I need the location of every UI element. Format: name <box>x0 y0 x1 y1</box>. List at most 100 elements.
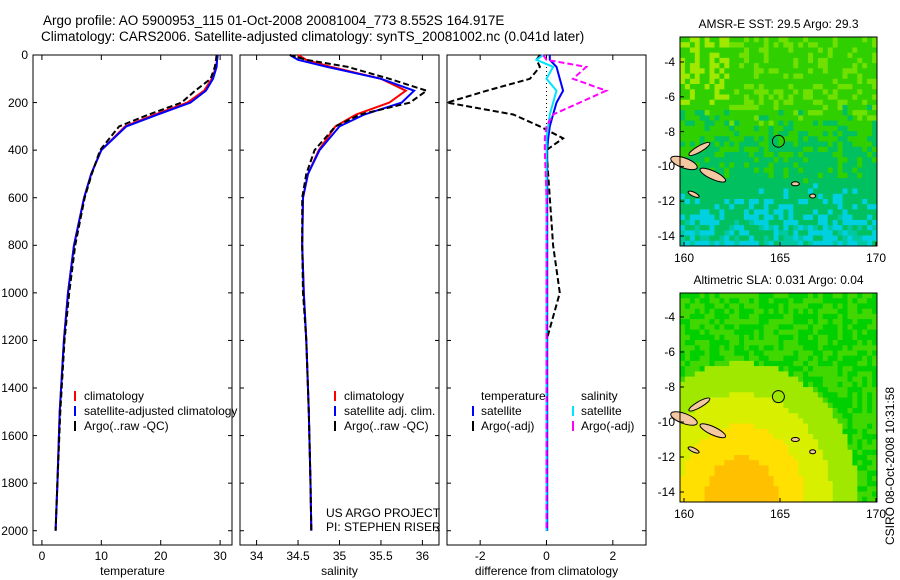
map-cell <box>872 104 878 111</box>
map-cell <box>758 334 765 341</box>
map-cell <box>867 131 873 137</box>
map-cell <box>724 418 730 425</box>
map-cell <box>857 63 863 69</box>
map-cell <box>719 193 725 200</box>
map-cell <box>763 475 770 482</box>
map-cell <box>788 240 794 247</box>
panel-frame <box>239 54 440 546</box>
map-cell <box>832 204 839 210</box>
map-cell <box>813 84 819 90</box>
map-cell <box>684 47 691 54</box>
map-cell <box>709 481 715 487</box>
map-cell <box>808 423 814 430</box>
map-cell <box>729 209 735 216</box>
map-cell <box>803 293 809 299</box>
map-cell <box>744 308 750 315</box>
map-cell <box>793 293 799 299</box>
map-cell <box>709 219 715 226</box>
map-cell <box>734 157 740 163</box>
map-cell <box>734 303 740 310</box>
map-cell <box>694 439 701 445</box>
map-cell <box>872 418 878 425</box>
map-cell <box>729 418 735 425</box>
map-cell <box>709 475 715 482</box>
map-cell <box>813 387 819 393</box>
map-cell <box>768 157 774 163</box>
map-cell <box>729 486 735 492</box>
map-cell <box>778 366 784 372</box>
map-cell <box>719 319 725 325</box>
map-cell <box>749 110 755 116</box>
map-cell <box>842 199 848 205</box>
map-cell <box>817 434 824 440</box>
map-cell <box>684 355 691 362</box>
map-cell <box>680 42 686 48</box>
map-cell <box>699 324 706 331</box>
map-cell <box>827 52 834 59</box>
map-cell <box>862 475 868 482</box>
map-cell <box>714 183 720 189</box>
map-cell <box>793 371 799 378</box>
map-cell <box>783 376 789 383</box>
map-cell <box>813 402 819 409</box>
map-cell <box>783 366 789 372</box>
map-cell <box>832 423 839 430</box>
map-cell <box>724 402 730 409</box>
map-cell <box>680 345 686 351</box>
map-cell <box>852 371 858 378</box>
map-cell <box>852 68 858 74</box>
map-cell <box>857 392 863 398</box>
map-cell <box>793 125 799 132</box>
map-cell <box>872 178 878 184</box>
map-cell <box>734 230 740 236</box>
map-cell <box>709 350 715 357</box>
map-cell <box>714 439 720 445</box>
map-cell <box>783 329 789 336</box>
map-cell <box>714 157 720 163</box>
map-cell <box>729 240 735 247</box>
map-cell <box>719 225 725 231</box>
map-cell <box>822 418 829 425</box>
map-cell <box>872 115 878 122</box>
map-cell <box>837 110 843 116</box>
map-cell <box>813 340 819 346</box>
map-cell <box>798 324 804 331</box>
map-cell <box>788 319 794 325</box>
map-cell <box>847 350 853 357</box>
map-cell <box>862 392 868 398</box>
map-cell <box>758 340 765 346</box>
map-cell <box>842 418 848 425</box>
map-cell <box>813 183 819 189</box>
map-cell <box>768 449 774 456</box>
map-cell <box>744 84 750 90</box>
map-cell <box>827 371 834 378</box>
map-cell <box>753 465 760 472</box>
map-cell <box>817 319 824 325</box>
map-cell <box>714 376 720 383</box>
map-cell <box>808 63 814 69</box>
map-cell <box>857 360 863 367</box>
map-cell <box>778 89 784 95</box>
map-cell <box>758 444 765 451</box>
map-cell <box>734 350 740 357</box>
map-cell <box>719 183 725 189</box>
map-cell <box>694 199 701 205</box>
map-cell <box>778 486 784 492</box>
map-cell <box>842 455 848 461</box>
map-cell <box>798 413 804 419</box>
map-cell <box>788 37 794 43</box>
map-cell <box>857 219 863 226</box>
map-cell <box>744 104 750 111</box>
map-cell <box>788 120 794 127</box>
map-cell <box>694 470 701 477</box>
map-cell <box>768 496 774 503</box>
map-cell <box>734 151 740 158</box>
map-cell <box>704 371 710 378</box>
map-cell <box>734 371 740 378</box>
map-cell <box>793 52 799 59</box>
map-cell <box>817 340 824 346</box>
map-cell <box>857 141 863 148</box>
map-cell <box>867 146 873 153</box>
map-cell <box>832 99 839 106</box>
map-cell <box>822 125 829 132</box>
